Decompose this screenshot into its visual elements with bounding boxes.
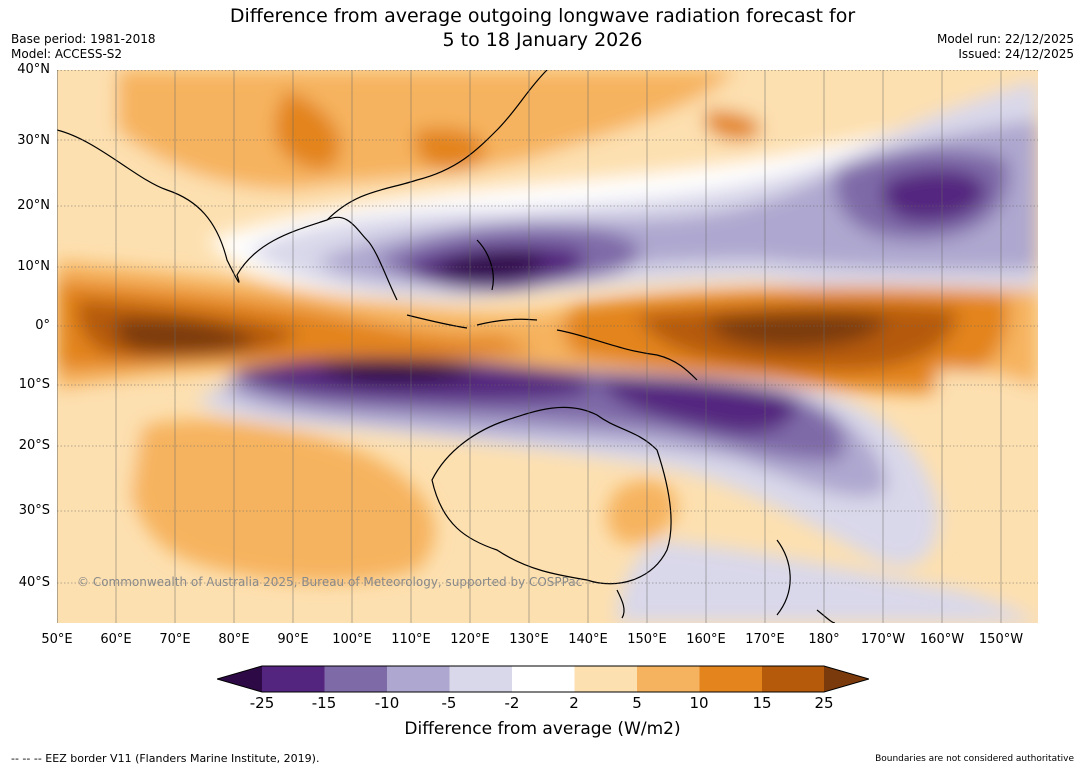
lat-label-20s: 20°S xyxy=(18,438,50,453)
colorbar-svg xyxy=(215,665,871,693)
coastlines xyxy=(57,70,836,623)
colorbar-swatch-9 xyxy=(762,666,824,692)
cb-tick-minus10: -10 xyxy=(374,694,400,712)
latitude-gridlines xyxy=(57,70,1038,584)
cb-tick-10: 10 xyxy=(689,694,709,712)
base-period: Base period: 1981-2018 xyxy=(11,32,156,46)
anomaly-neg-tasman xyxy=(617,540,1038,623)
model-name: Model: ACCESS-S2 xyxy=(11,47,123,61)
anomaly-tibet xyxy=(274,90,342,170)
coast-east-asia xyxy=(326,70,548,221)
cb-tick-25: 25 xyxy=(814,694,834,712)
lat-label-20n: 20°N xyxy=(17,198,50,213)
colorbar-swatch-6 xyxy=(574,666,637,692)
anomaly-neg-s-deep xyxy=(317,358,477,383)
meta-left: Base period: 1981-2018 Model: ACCESS-S2 xyxy=(11,32,156,62)
coast-new-zealand xyxy=(776,539,836,623)
lat-label-10n: 10°N xyxy=(17,259,50,274)
lon-label-150e: 150°E xyxy=(627,632,667,647)
cb-tick-5: 5 xyxy=(632,694,642,712)
cb-tick-minus25: -25 xyxy=(249,694,275,712)
coast-south-asia xyxy=(57,129,398,301)
colorbar-above-arrow xyxy=(824,666,869,692)
anomaly-field xyxy=(57,70,1038,623)
lat-label-40s: 40°S xyxy=(18,575,50,590)
eez-note: -- -- -- EEZ border V11 (Flanders Marine… xyxy=(11,752,320,765)
cb-tick-2: 2 xyxy=(569,694,579,712)
colorbar-outline xyxy=(215,665,871,693)
lon-label-110e: 110°E xyxy=(391,632,431,647)
lon-label-70e: 70°E xyxy=(159,632,191,647)
lat-label-0: 0° xyxy=(35,318,50,333)
colorbar-title: Difference from average (W/m2) xyxy=(404,719,681,739)
map-svg xyxy=(57,70,1038,623)
lon-label-90e: 90°E xyxy=(277,632,309,647)
coast-maritime-continent xyxy=(406,314,698,381)
lon-label-170e: 170°E xyxy=(745,632,785,647)
map-area[interactable] xyxy=(57,70,1038,623)
colorbar-swatch-2 xyxy=(324,666,387,692)
boundaries-note: Boundaries are not considered authoritat… xyxy=(875,754,1074,764)
anomaly-pos-se-pacific xyxy=(935,370,1038,623)
anomaly-pos-aus xyxy=(606,479,677,544)
lon-label-80e: 80°E xyxy=(218,632,250,647)
anomaly-north-pacific xyxy=(704,110,762,141)
anomaly-eq-pac-peak xyxy=(707,312,887,349)
anomaly-pos-s-io xyxy=(124,419,435,583)
anomaly-pos-sw xyxy=(57,400,147,623)
lon-label-150w: 150°W xyxy=(978,632,1024,647)
coast-australia xyxy=(431,406,672,585)
lon-label-180: 180° xyxy=(808,632,840,647)
anomaly-china xyxy=(414,128,486,171)
lon-label-170w: 170°W xyxy=(860,632,906,647)
colorbar-swatch-1 xyxy=(262,666,325,692)
colorbar-swatch-8 xyxy=(699,666,762,692)
colorbar-below-arrow xyxy=(217,666,262,692)
lon-label-60e: 60°E xyxy=(100,632,132,647)
lat-label-10s: 10°S xyxy=(18,377,50,392)
cb-tick-minus2: -2 xyxy=(504,694,520,712)
chart-title: Difference from average outgoing longwav… xyxy=(0,4,1085,52)
lat-label-30s: 30°S xyxy=(18,503,50,518)
meta-right: Model run: 22/12/2025 Issued: 24/12/2025 xyxy=(937,32,1074,62)
lon-label-160w: 160°W xyxy=(919,632,965,647)
coast-philippines xyxy=(476,239,494,291)
lon-label-140e: 140°E xyxy=(568,632,608,647)
lon-label-50e: 50°E xyxy=(41,632,73,647)
coast-tasmania xyxy=(616,589,625,619)
model-run: Model run: 22/12/2025 xyxy=(936,32,1074,46)
longitude-gridlines xyxy=(57,70,1002,623)
issued-date: Issued: 24/12/2025 xyxy=(958,47,1074,61)
cb-tick-15: 15 xyxy=(752,694,772,712)
copyright-notice: © Commonwealth of Australia 2025, Bureau… xyxy=(77,575,583,589)
cb-tick-minus15: -15 xyxy=(311,694,337,712)
lon-label-100e: 100°E xyxy=(332,632,372,647)
colorbar-swatch-4 xyxy=(449,666,512,692)
lon-label-130e: 130°E xyxy=(509,632,549,647)
lat-label-40n: 40°N xyxy=(17,62,50,77)
colorbar-swatch-7 xyxy=(637,666,700,692)
title-line-2: 5 to 18 January 2026 xyxy=(442,29,643,51)
lon-label-120e: 120°E xyxy=(450,632,490,647)
lat-label-30n: 30°N xyxy=(17,133,50,148)
cb-tick-minus5: -5 xyxy=(441,694,457,712)
colorbar-swatch-5 xyxy=(512,666,575,692)
colorbar xyxy=(215,665,871,693)
anomaly-eq-io-peak xyxy=(115,318,258,353)
lon-label-160e: 160°E xyxy=(686,632,726,647)
anomaly-neg-hawaii-core xyxy=(882,169,987,222)
title-line-1: Difference from average outgoing longwav… xyxy=(229,5,856,27)
colorbar-swatch-3 xyxy=(387,666,450,692)
